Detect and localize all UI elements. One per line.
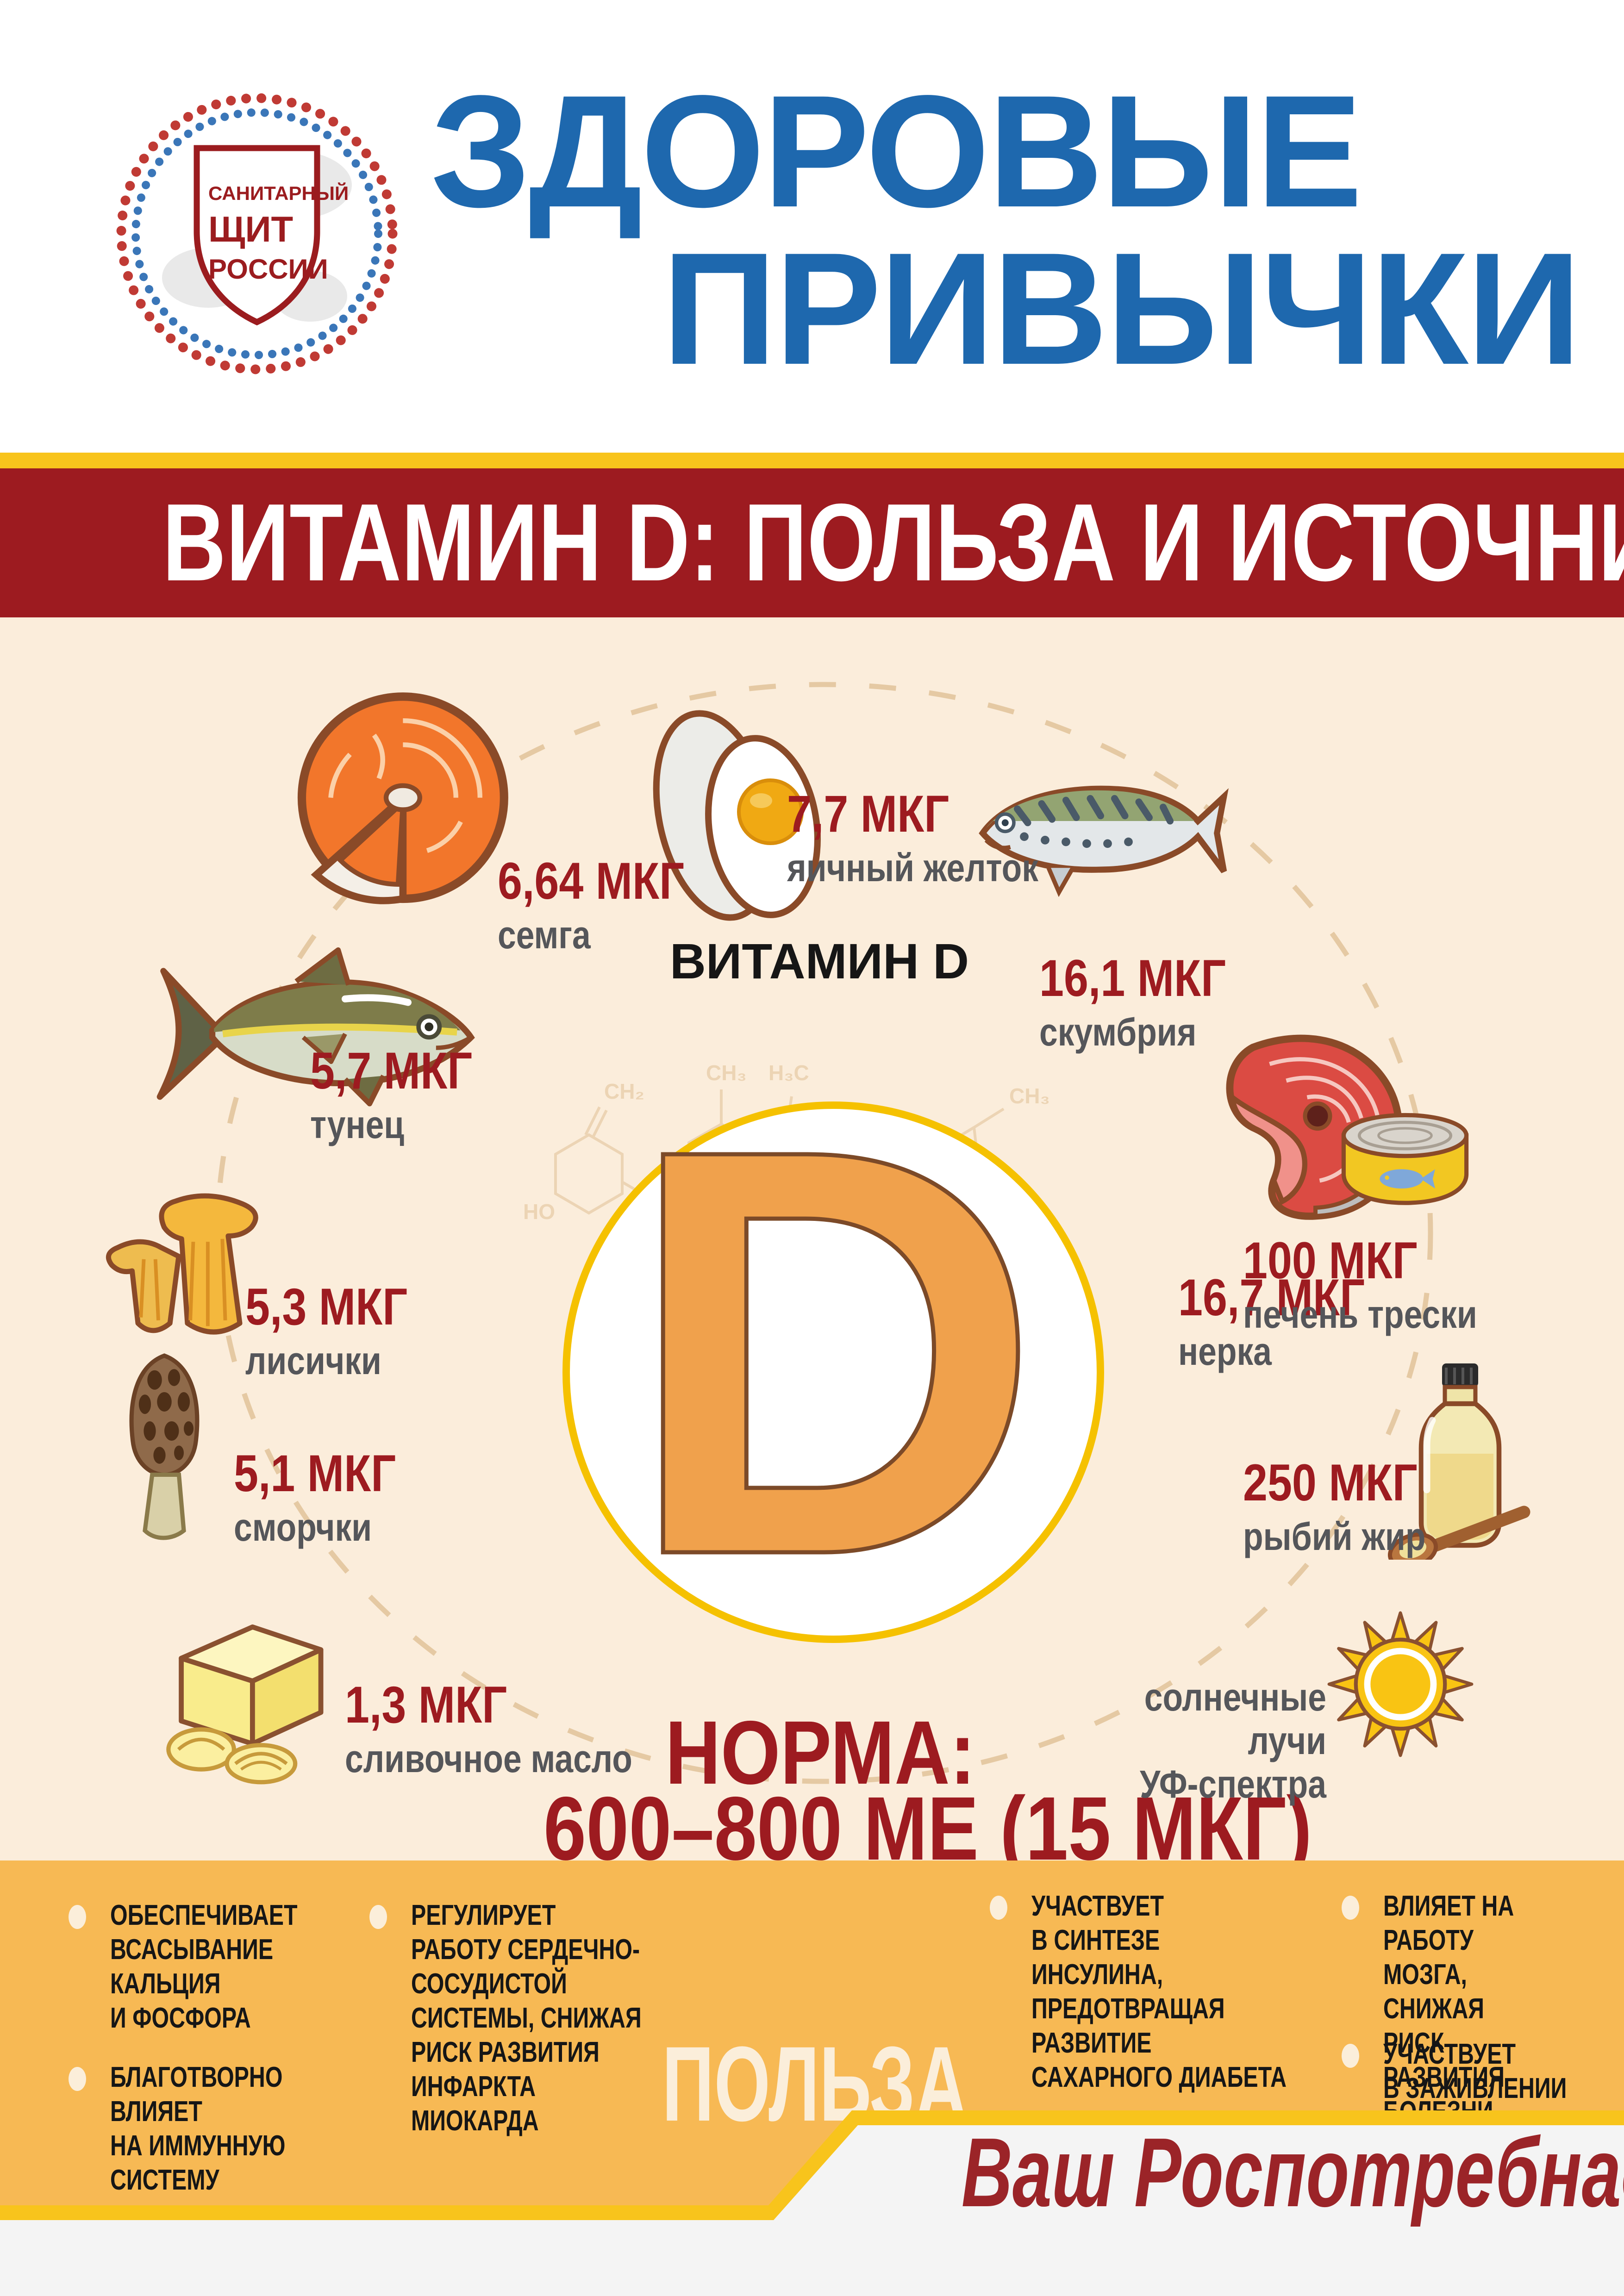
globe-dots-blue: [131, 108, 382, 359]
food-item-morels: 5,1 МКГ сморчки: [234, 1444, 396, 1549]
bullet-icon: [69, 2067, 86, 2091]
fish-label-icon: [1380, 1169, 1435, 1188]
svg-text:HO: HO: [523, 1200, 555, 1224]
food-item-cod-liver: 100 МКГ печень трески: [1243, 1232, 1477, 1336]
benefit-item-1: ОБЕСПЕЧИВАЕТ ВСАСЫВАНИЕ КАЛЬЦИЯ И ФОСФОР…: [110, 1899, 298, 2034]
food-item-tuna: 5,7 МКГ тунец: [310, 1042, 473, 1146]
sun-icon: [1324, 1608, 1477, 1761]
yellow-stripe: [0, 453, 1624, 468]
benefit-item-6: УЧАСТВУЕТ В ЗАЖИВЛЕНИИ РАН: [1383, 2038, 1567, 2139]
food-item-egg-yolk: 7,7 МКГ яичный желток: [787, 785, 1038, 890]
spoon-icon: [1387, 1506, 1530, 1560]
bullet-icon: [990, 1896, 1007, 1920]
logo-line2: ЩИТ: [208, 209, 293, 249]
food-item-fish-oil: 250 МКГ рыбий жир: [1243, 1454, 1426, 1558]
norm-label: НОРМА:: [665, 1702, 975, 1803]
section-banner: ВИТАМИН D: ПОЛЬЗА И ИСТОЧНИКИ: [0, 468, 1624, 617]
svg-text:CH₃: CH₃: [1009, 1084, 1050, 1108]
svg-text:CH₃: CH₃: [706, 1061, 747, 1085]
page-title-line2: ПРИВЫЧКИ: [662, 220, 1581, 398]
svg-text:CH₂: CH₂: [604, 1079, 644, 1103]
banner-title: ВИТАМИН D: ПОЛЬЗА И ИСТОЧНИКИ: [162, 481, 1624, 604]
food-item-chanterelles: 5,3 МКГ лисички: [245, 1278, 408, 1382]
butter-icon: [166, 1624, 324, 1785]
salmon-steak-icon: [297, 692, 508, 904]
morel-icon: [129, 1353, 200, 1540]
logo-line3: РОССИИ: [208, 254, 328, 285]
food-item-mackerel: 16,1 МКГ скумбрия: [1039, 949, 1226, 1054]
bullet-icon: [1342, 1896, 1359, 1920]
benefit-item-4: УЧАСТВУЕТ В СИНТЕЗЕ ИНСУЛИНА, ПРЕДОТВРАЩ…: [1031, 1890, 1287, 2093]
benefit-item-3: РЕГУЛИРУЕТ РАБОТУ СЕРДЕЧНО- СОСУДИСТОЙ С…: [411, 1899, 642, 2137]
food-item-salmon: 6,64 МКГ семга: [498, 852, 685, 957]
bullet-icon: [369, 1905, 387, 1929]
globe-dots-red: [116, 93, 398, 374]
center-title: ВИТАМИН D: [669, 933, 969, 989]
food-item-butter: 1,3 МКГ сливочное масло: [345, 1676, 632, 1780]
page-title-line1: ЗДОРОВЫЕ: [431, 62, 1362, 241]
logo-line1: САНИТАРНЫЙ: [208, 182, 349, 204]
fish-oil-bottle-icon: [1387, 1363, 1530, 1560]
shield-icon: [194, 145, 320, 326]
bullet-icon: [69, 1905, 86, 1929]
chem-label: H₃C: [768, 1061, 809, 1085]
vitamin-d-badge: D: [562, 1028, 1104, 1675]
food-item-sun: солнечные лучи УФ-спектра: [1140, 1675, 1326, 1806]
mackerel-icon: [979, 785, 1229, 897]
sanitary-shield-logo: САНИТАРНЫЙ ЩИТ РОССИИ: [116, 93, 398, 374]
diagram-area: H₃C CH₃ CH₂ CH₃ CH₃ HO ВИТАМИН D D НОРМА…: [0, 617, 1624, 1874]
benefit-item-2: БЛАГОТВОРНО ВЛИЯЕТ НА ИММУННУЮ СИСТЕМУ: [110, 2061, 286, 2196]
d-letter: D: [622, 1028, 1044, 1675]
tuna-icon: [156, 947, 475, 1107]
food-item-sockeye: 16,7 МКГ нерка: [1178, 1269, 1365, 1373]
butter-curl-icon: [166, 1727, 298, 1785]
bullet-icon: [1342, 2044, 1359, 2068]
norm-value: 600–800 МЕ (15 МКГ): [543, 1778, 1312, 1879]
cod-liver-can-icon: [1341, 1113, 1469, 1205]
egg-yolk-icon: [653, 710, 821, 921]
chanterelle-icon: [106, 1193, 258, 1335]
header: САНИТАРНЫЙ ЩИТ РОССИИ ЗДОРОВЫЕ ПРИВЫЧКИ: [0, 0, 1624, 453]
rospotrebnadzor-signature: Ваш Роспотребнадзор: [961, 2117, 1624, 2227]
